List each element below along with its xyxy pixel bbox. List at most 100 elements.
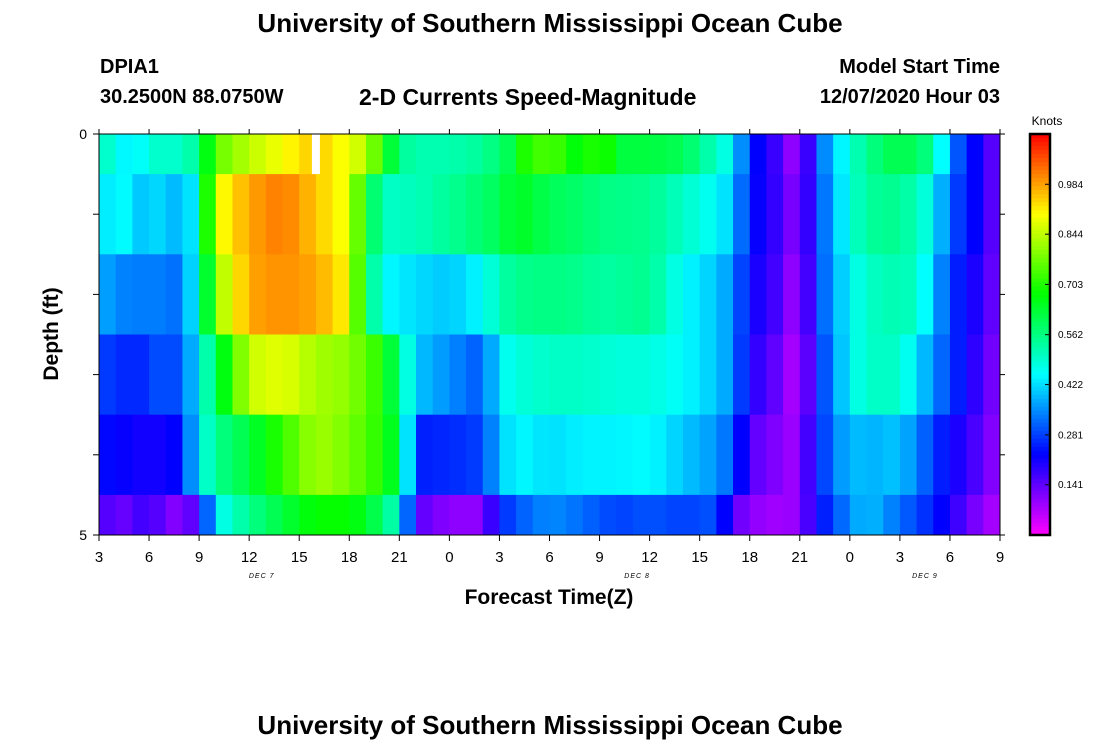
heatmap-cell: [766, 134, 784, 175]
heatmap-cell: [783, 414, 801, 496]
heatmap-cell: [983, 414, 1000, 496]
heatmap-cell: [232, 494, 250, 535]
heatmap-cell: [983, 134, 1000, 175]
heatmap-cell: [115, 494, 133, 535]
dropout-marks: [311, 134, 320, 175]
heatmap-cell: [449, 494, 467, 535]
heatmap-cell: [883, 134, 901, 175]
heatmap-cell: [315, 174, 334, 255]
colorbar-segment: [1030, 450, 1050, 456]
x-tick-label: 18: [741, 549, 758, 566]
heatmap-cell: [599, 494, 617, 535]
colorbar-segment: [1030, 490, 1050, 496]
heatmap-cell: [899, 254, 918, 336]
colorbar-segment: [1030, 198, 1050, 203]
heatmap-cell: [899, 494, 918, 535]
heatmap-cell: [699, 414, 717, 496]
heatmap-cell: [466, 334, 484, 416]
heatmap-cell: [733, 254, 751, 336]
x-tick-label: 15: [691, 549, 708, 566]
heatmap-cell: [582, 494, 601, 535]
heatmap-cell: [649, 134, 667, 175]
heatmap-cell: [449, 134, 467, 175]
heatmap-cell: [532, 134, 551, 175]
heatmap-cell: [616, 134, 634, 175]
colorbar-segment: [1030, 422, 1050, 428]
heatmap-cell: [632, 174, 651, 255]
colorbar-segment: [1030, 170, 1050, 175]
heatmap-cell: [799, 134, 818, 175]
heatmap-cell: [966, 334, 984, 416]
heatmap-cell: [99, 414, 117, 496]
colorbar: 0.984 0.844 0.703 0.562 0.422 0.281 0.141: [1028, 132, 1083, 537]
colorbar-segment: [1030, 214, 1050, 219]
heatmap-cell: [466, 134, 484, 175]
heatmap-cell: [399, 254, 417, 336]
heatmap-cell: [866, 334, 884, 416]
colorbar-tick-label: 0.281: [1058, 430, 1083, 441]
heatmap-cell: [616, 414, 634, 496]
heatmap-cell: [499, 494, 517, 535]
heatmap-cell: [649, 334, 667, 416]
heatmap-cell: [733, 134, 751, 175]
heatmap-cell: [866, 174, 884, 255]
heatmap-cell: [315, 414, 334, 496]
heatmap-cell: [332, 134, 350, 175]
heatmap-cell: [749, 174, 768, 255]
colorbar-segment: [1030, 222, 1050, 227]
heatmap-cell: [866, 494, 884, 535]
heatmap-cell: [215, 334, 234, 416]
heatmap-cell: [165, 334, 184, 416]
heatmap-cell: [99, 254, 117, 336]
x-tick-label: 0: [445, 549, 453, 566]
heatmap-cell: [682, 174, 701, 255]
heatmap-cell: [883, 414, 901, 496]
heatmap-cell: [549, 174, 567, 255]
y-tick-label: 5: [79, 527, 87, 543]
heatmap-cell: [766, 414, 784, 496]
colorbar-segment: [1030, 186, 1050, 191]
colorbar-segment: [1030, 414, 1050, 420]
heatmap-cell: [916, 134, 934, 175]
heatmap-cell: [833, 334, 851, 416]
colorbar-segment: [1030, 434, 1050, 440]
colorbar-segment: [1030, 310, 1050, 316]
colorbar-segment: [1030, 314, 1050, 320]
heatmap-cell: [349, 414, 367, 496]
colorbar-segment: [1030, 350, 1050, 356]
heatmap-cell: [432, 494, 450, 535]
x-tick-label: 3: [896, 549, 904, 566]
heatmap-cell: [466, 414, 484, 496]
heatmap-cell: [933, 334, 951, 416]
heatmap-cell: [933, 134, 951, 175]
heatmap-cell: [949, 494, 968, 535]
heatmap-cell: [332, 334, 350, 416]
heatmap-cell: [182, 174, 200, 255]
heatmap-cell: [132, 414, 150, 496]
colorbar-segment: [1030, 502, 1050, 508]
heatmap-cell: [733, 414, 751, 496]
heatmap-cell: [966, 134, 984, 175]
heatmap-cell: [315, 134, 334, 175]
colorbar-segment: [1030, 266, 1050, 271]
heatmap-cell: [349, 134, 367, 175]
heatmap-cell: [416, 174, 434, 255]
heatmap-cell: [516, 174, 534, 255]
heatmap-cell: [182, 494, 200, 535]
heatmap-cell: [482, 494, 501, 535]
heatmap-cell: [816, 254, 834, 336]
heatmap-cell: [699, 134, 717, 175]
heatmap-cell: [199, 134, 217, 175]
colorbar-segment: [1030, 430, 1050, 436]
heatmap-cell: [299, 174, 317, 255]
heatmap-cell: [566, 334, 584, 416]
heatmap-cell: [566, 254, 584, 336]
x-tick-label: 0: [846, 549, 854, 566]
x-axis-label: Forecast Time(Z): [465, 586, 634, 609]
heatmap-cell: [149, 254, 167, 336]
colorbar-segment: [1030, 238, 1050, 243]
heatmap-cell: [632, 334, 651, 416]
heatmap-cell: [566, 174, 584, 255]
heatmap-cell: [949, 254, 968, 336]
heatmap-cell: [432, 174, 450, 255]
